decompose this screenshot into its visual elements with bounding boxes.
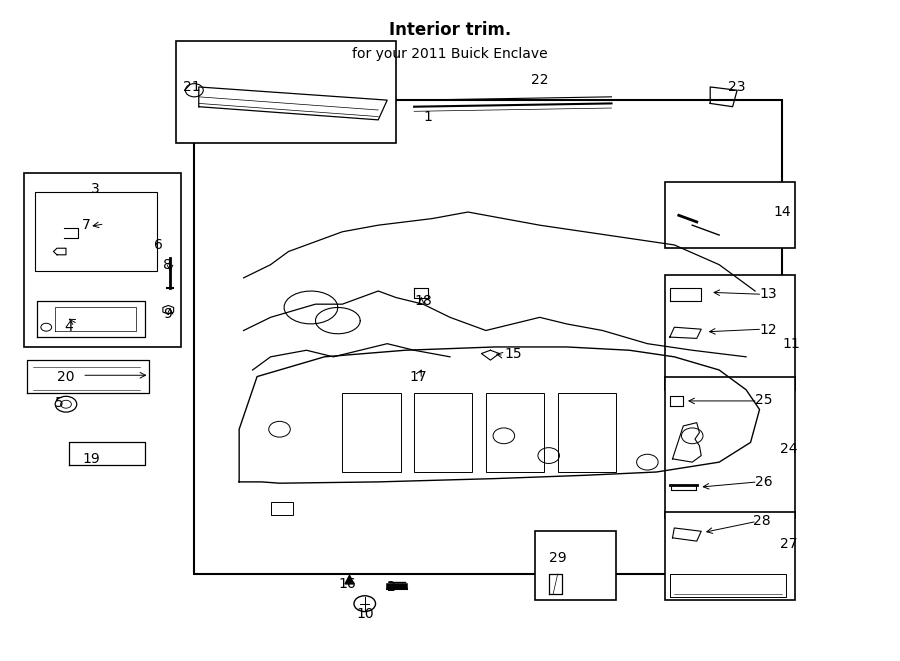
Text: 5: 5 bbox=[55, 396, 64, 410]
Text: 10: 10 bbox=[356, 607, 374, 621]
Text: 21: 21 bbox=[183, 80, 201, 94]
Text: 13: 13 bbox=[760, 288, 778, 301]
Bar bbox=[665, 512, 796, 600]
Text: 20: 20 bbox=[58, 369, 75, 383]
Bar bbox=[486, 393, 544, 472]
Bar bbox=[342, 393, 400, 472]
Text: 8: 8 bbox=[163, 258, 172, 272]
Text: 29: 29 bbox=[549, 551, 566, 564]
Bar bbox=[35, 192, 157, 271]
Text: 18: 18 bbox=[414, 294, 432, 308]
Text: 19: 19 bbox=[82, 452, 100, 466]
Bar bbox=[665, 274, 796, 390]
Bar bbox=[194, 100, 782, 574]
Bar bbox=[665, 182, 796, 249]
Text: 7: 7 bbox=[82, 218, 91, 232]
Text: 22: 22 bbox=[531, 73, 548, 87]
Bar bbox=[536, 531, 616, 600]
Text: 23: 23 bbox=[728, 80, 746, 94]
Text: 11: 11 bbox=[782, 336, 800, 351]
Bar bbox=[414, 393, 472, 472]
Text: 6: 6 bbox=[154, 238, 163, 252]
Text: for your 2011 Buick Enclave: for your 2011 Buick Enclave bbox=[352, 48, 548, 61]
Polygon shape bbox=[345, 575, 354, 584]
Text: 15: 15 bbox=[504, 346, 522, 360]
Text: 26: 26 bbox=[755, 475, 773, 489]
Text: 12: 12 bbox=[760, 323, 778, 338]
Bar bbox=[23, 173, 181, 347]
Text: 28: 28 bbox=[753, 514, 771, 528]
Text: 3: 3 bbox=[91, 182, 100, 196]
Text: 17: 17 bbox=[410, 369, 427, 383]
Text: 24: 24 bbox=[780, 442, 798, 456]
Text: 9: 9 bbox=[163, 307, 172, 321]
Text: 4: 4 bbox=[64, 320, 73, 334]
Text: 1: 1 bbox=[423, 110, 432, 124]
Bar bbox=[665, 377, 796, 518]
Text: 27: 27 bbox=[780, 537, 798, 551]
Text: 25: 25 bbox=[755, 393, 773, 407]
Text: Interior trim.: Interior trim. bbox=[389, 21, 511, 39]
Text: 16: 16 bbox=[338, 577, 356, 591]
Text: 14: 14 bbox=[773, 205, 791, 219]
Bar bbox=[558, 393, 616, 472]
Bar bbox=[271, 502, 293, 515]
Text: 2: 2 bbox=[387, 580, 396, 594]
Bar bbox=[176, 41, 396, 143]
